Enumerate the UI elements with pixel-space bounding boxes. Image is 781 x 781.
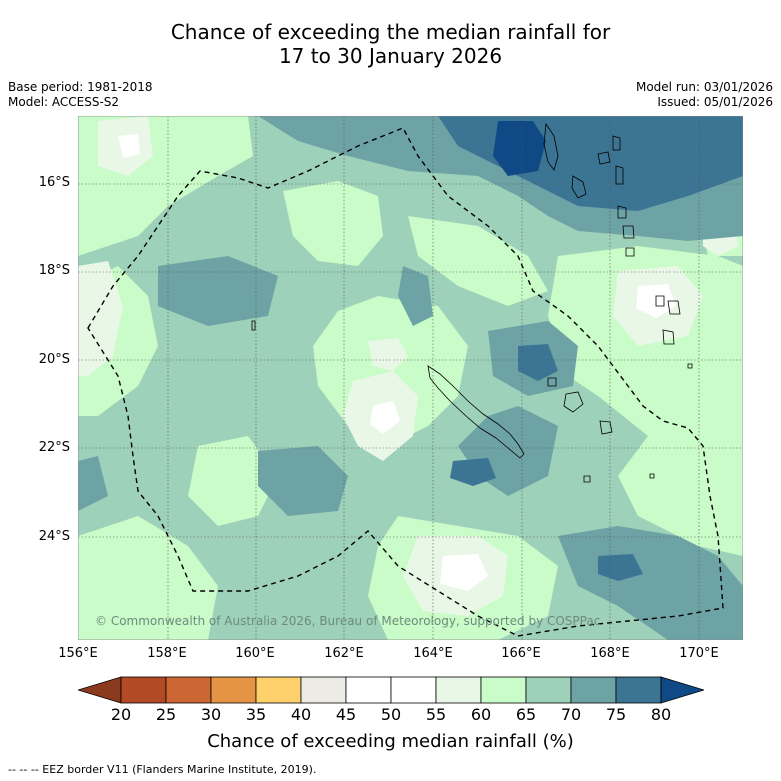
- erromango-outline: [625, 247, 635, 257]
- base-period: Base period: 1981-2018: [8, 80, 153, 94]
- colorbar-title: Chance of exceeding median rainfall (%): [207, 731, 574, 752]
- chesterfield-islet-outline: [251, 320, 256, 331]
- colorbar-cell-55: [435, 676, 482, 704]
- aneityum-outline: [662, 329, 675, 345]
- model-name: Model: ACCESS-S2: [8, 95, 120, 109]
- colorbar-cell-65: [525, 676, 572, 704]
- colorbar-cell-40: [300, 676, 347, 704]
- copyright-notice: © Commonwealth of Australia 2026, Bureau…: [95, 614, 601, 628]
- walpole-outline: [583, 475, 591, 483]
- ouvea-outline: [547, 377, 557, 387]
- eez-border: [87, 127, 724, 637]
- lon-label-168e: 168°E: [590, 646, 630, 661]
- colorbar-cell-20: [120, 676, 167, 704]
- cbar-tick-50: 50: [380, 705, 402, 724]
- efate-outline: [622, 225, 635, 239]
- meta-right: Model run: 03/01/2026 Issued: 05/01/2026: [636, 80, 773, 110]
- model-run: Model run: 03/01/2026: [635, 80, 773, 94]
- cbar-tick-55: 55: [425, 705, 447, 724]
- issued-date: Issued: 05/01/2026: [657, 95, 773, 109]
- map-title-line-1: Chance of exceeding the median rainfall …: [170, 20, 611, 44]
- cbar-tick-70: 70: [560, 705, 582, 724]
- lat-label-24s: 24°S: [38, 529, 70, 544]
- lon-label-158e: 158°E: [147, 646, 187, 661]
- southern-islet-outline: [667, 300, 681, 315]
- cbar-tick-30: 30: [200, 705, 222, 724]
- colorbar-cell-60: [480, 676, 527, 704]
- lon-label-156e: 156°E: [58, 646, 98, 661]
- new-caledonia-outline: [427, 365, 525, 459]
- contour-80-plus: [493, 121, 546, 176]
- islet-1-outline: [687, 363, 693, 369]
- lat-label-18s: 18°S: [38, 263, 70, 278]
- lifou-outline: [563, 391, 584, 413]
- cbar-tick-65: 65: [515, 705, 537, 724]
- meta-left: Base period: 1981-2018 Model: ACCESS-S2: [8, 80, 153, 110]
- cbar-tick-20: 20: [110, 705, 132, 724]
- colorbar: [78, 676, 704, 704]
- colorbar-cell-45: [345, 676, 392, 704]
- ambae-outline: [597, 151, 611, 165]
- lon-label-164e: 164°E: [413, 646, 453, 661]
- cbar-tick-80: 80: [650, 705, 672, 724]
- colorbar-extend-low: [78, 676, 122, 704]
- cbar-tick-25: 25: [155, 705, 177, 724]
- lon-label-170e: 170°E: [679, 646, 719, 661]
- lon-label-162e: 162°E: [324, 646, 364, 661]
- maewo-outline: [612, 135, 621, 151]
- cbar-tick-35: 35: [245, 705, 267, 724]
- malekula-outline: [571, 175, 587, 199]
- lat-label-16s: 16°S: [38, 175, 70, 190]
- islet-2-outline: [649, 473, 655, 479]
- cbar-tick-40: 40: [290, 705, 312, 724]
- graticule: [78, 116, 743, 640]
- colorbar-cells: [78, 676, 704, 704]
- tanna-outline: [655, 295, 665, 307]
- epi-outline: [617, 205, 627, 219]
- cbar-tick-60: 60: [470, 705, 492, 724]
- cbar-tick-75: 75: [605, 705, 627, 724]
- cbar-tick-45: 45: [335, 705, 357, 724]
- lon-label-166e: 166°E: [501, 646, 541, 661]
- lon-label-160e: 160°E: [235, 646, 275, 661]
- eez-legend-note: -- -- -- EEZ border V11 (Flanders Marine…: [8, 763, 317, 776]
- colorbar-cell-25: [165, 676, 212, 704]
- pentecost-outline: [615, 165, 624, 185]
- colorbar-cell-30: [210, 676, 257, 704]
- lat-label-20s: 20°S: [38, 352, 70, 367]
- colorbar-cell-75: [615, 676, 662, 704]
- map-title-line-2: 17 to 30 January 2026: [278, 44, 503, 68]
- colorbar-cell-35: [255, 676, 302, 704]
- colorbar-extend-high: [660, 676, 704, 704]
- colorbar-cell-50: [390, 676, 437, 704]
- rainfall-probability-map: [78, 116, 743, 640]
- mare-outline: [599, 420, 613, 435]
- colorbar-cell-70: [570, 676, 617, 704]
- lat-label-22s: 22°S: [38, 440, 70, 455]
- coastlines: [251, 122, 693, 483]
- espiritu-santo-outline: [543, 122, 559, 171]
